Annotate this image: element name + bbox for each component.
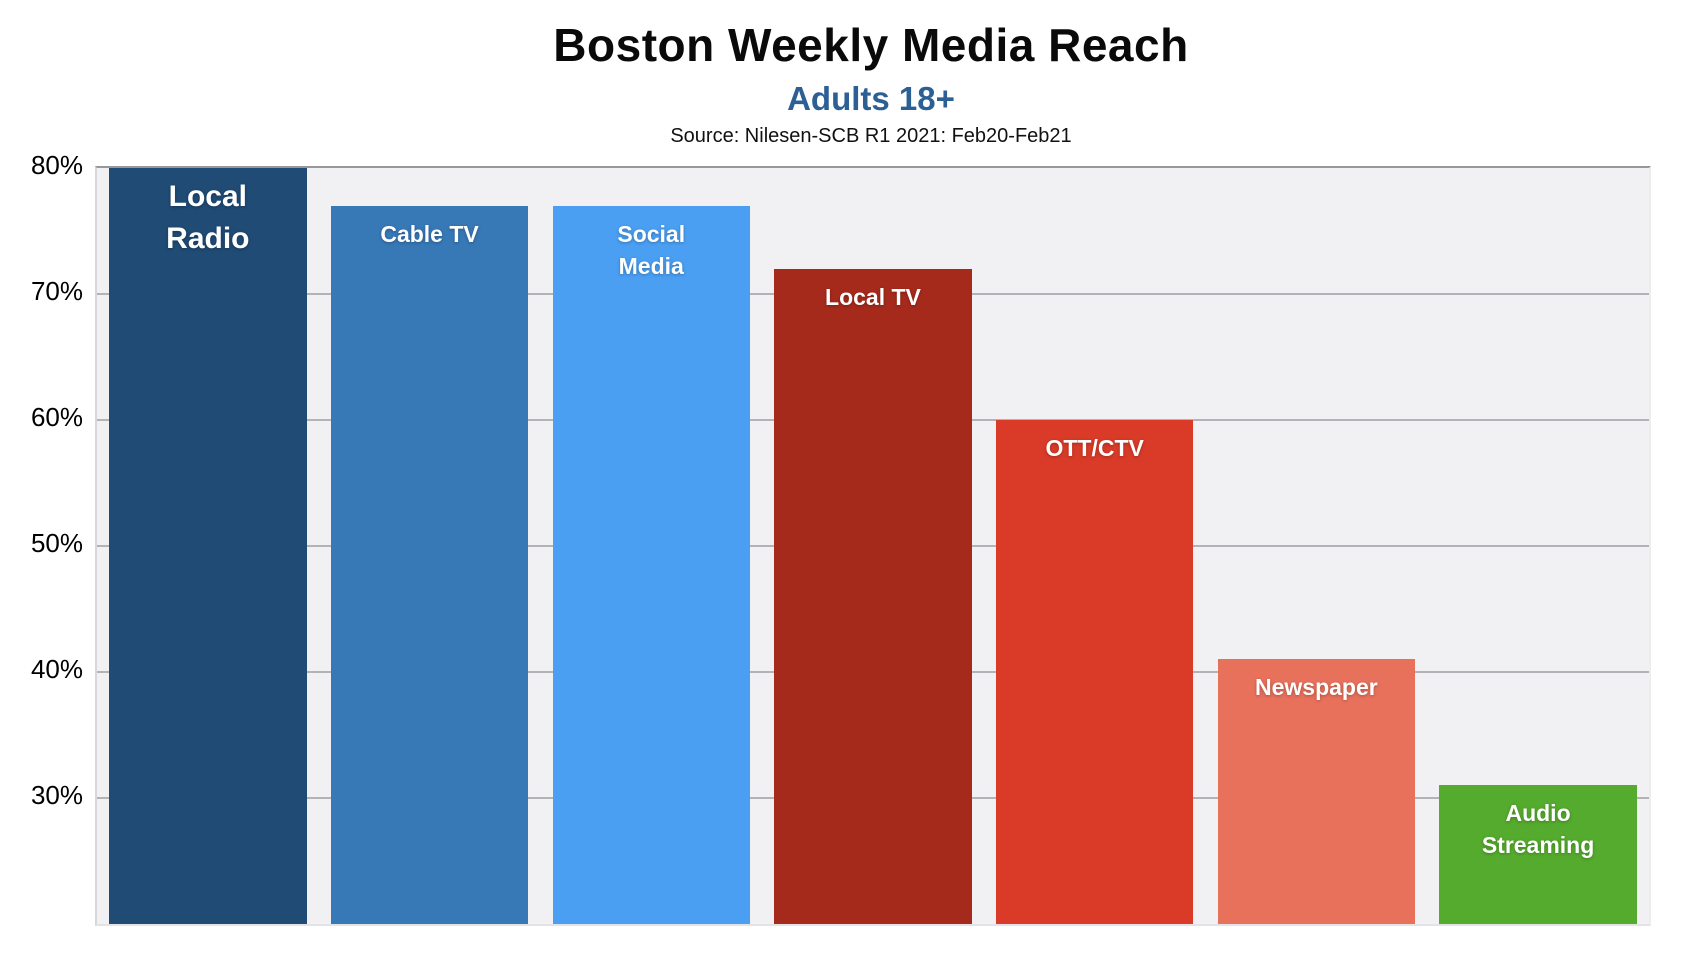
bar-slot-newspaper: Newspaper [1206,168,1428,924]
bar-label-audio-streaming: Audio Streaming [1481,800,1595,859]
bar-audio-streaming: Audio Streaming [1439,785,1637,924]
bar-slot-audio-streaming: Audio Streaming [1427,168,1649,924]
bar-group: Local Radio Cable TV Social Media Local TV OTT… [97,168,1649,924]
y-tick-label-30: 30% [30,779,83,810]
bar-label-cable-tv: Cable TV [380,220,479,247]
bar-slot-local-radio: Local Radio [97,168,319,924]
chart-subtitle: Adults 18+ [787,79,955,117]
bar-slot-social-media: Social Media [540,168,762,924]
bar-label-local-radio: Local Radio [166,180,250,255]
bar-label-ott-ctv: OTT/CTV [1045,435,1144,461]
y-tick-label-80: 80% [30,149,83,180]
y-tick-label-70: 70% [30,275,83,306]
chart-header: Boston Weekly Media Reach Adults 18+ Sou… [95,0,1647,147]
bar-slot-local-tv: Local TV [762,168,984,924]
plot-area: Local Radio Cable TV Social Media Local TV OTT… [95,166,1651,926]
bar-slot-ott-ctv: OTT/CTV [984,168,1206,924]
y-axis-labels: 80% 70% 60% 50% 40% 30% [0,150,83,922]
y-tick-label-60: 60% [30,401,83,432]
bar-ott-ctv: OTT/CTV [996,420,1194,924]
chart-source-note: Source: Nilesen-SCB R1 2021: Feb20-Feb21 [670,124,1072,147]
chart-title: Boston Weekly Media Reach [553,19,1189,71]
bar-label-local-tv: Local TV [825,283,921,310]
bar-slot-cable-tv: Cable TV [319,168,541,924]
bar-label-newspaper: Newspaper [1255,674,1378,701]
bar-local-tv: Local TV [774,268,972,924]
bar-cable-tv: Cable TV [330,205,529,924]
bar-social-media: Social Media [552,205,750,924]
bar-label-social-media: Social Media [617,220,686,279]
bar-local-radio: Local Radio [109,168,307,924]
bar-newspaper: Newspaper [1217,659,1416,924]
y-tick-label-50: 50% [30,527,83,558]
y-tick-label-40: 40% [30,653,83,684]
